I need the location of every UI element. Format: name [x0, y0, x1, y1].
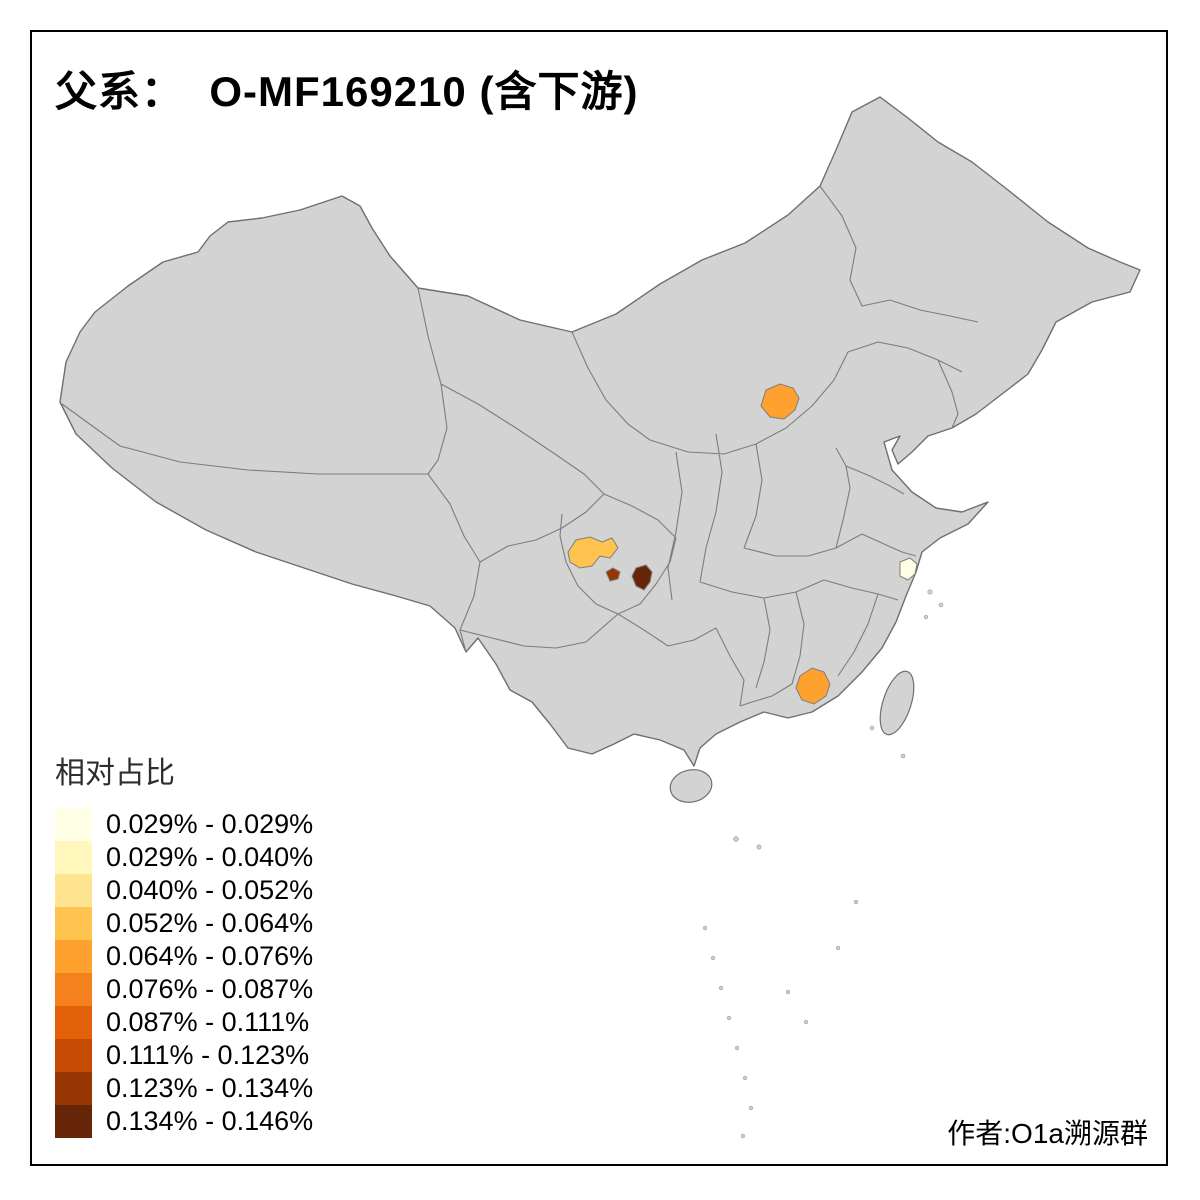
legend-label: 0.040% - 0.052%: [106, 875, 314, 905]
legend-swatch: [55, 907, 92, 940]
legend-item: 0.029% - 0.040%: [55, 841, 313, 874]
legend-swatch: [55, 808, 92, 841]
highlight-region-east-coast: [899, 557, 918, 581]
legend-label: 0.076% - 0.087%: [106, 974, 314, 1004]
legend-label: 0.134% - 0.146%: [106, 1106, 314, 1136]
highlight-region-sichuan-west: [567, 536, 619, 569]
hainan-island: [669, 769, 713, 803]
legend-item: 0.087% - 0.111%: [55, 1006, 313, 1039]
legend-item: 0.040% - 0.052%: [55, 874, 313, 907]
legend-label: 0.029% - 0.029%: [106, 809, 314, 839]
legend-swatch: [55, 874, 92, 907]
legend: 相对占比 0.029% - 0.029% 0.029% - 0.040% 0.0…: [55, 748, 313, 1138]
legend-item: 0.076% - 0.087%: [55, 973, 313, 1006]
legend-swatch: [55, 973, 92, 1006]
legend-swatch: [55, 841, 92, 874]
highlight-region-sichuan-dark2: [631, 564, 653, 591]
legend-swatch: [55, 940, 92, 973]
legend-swatch: [55, 1006, 92, 1039]
highlight-regions: [567, 383, 918, 705]
legend-label: 0.111% - 0.123%: [106, 1040, 310, 1070]
legend-swatch: [55, 1072, 92, 1105]
legend-label: 0.123% - 0.134%: [106, 1073, 314, 1103]
highlight-region-south: [795, 667, 831, 705]
legend-swatch: [55, 1105, 92, 1138]
mainland-outline: [59, 96, 1141, 767]
legend-swatch: [55, 1039, 92, 1072]
legend-label: 0.029% - 0.040%: [106, 842, 314, 872]
legend-item: 0.134% - 0.146%: [55, 1105, 313, 1138]
legend-label: 0.087% - 0.111%: [106, 1007, 310, 1037]
province-borders: [61, 185, 979, 707]
legend-label: 0.052% - 0.064%: [106, 908, 314, 938]
page-title: 父系： O-MF169210 (含下游): [55, 68, 639, 115]
legend-item: 0.052% - 0.064%: [55, 907, 313, 940]
taiwan-island: [879, 670, 915, 736]
legend-item: 0.123% - 0.134%: [55, 1072, 313, 1105]
author-credit: 作者:O1a溯源群: [947, 1118, 1148, 1149]
sea-islands: [702, 589, 944, 1139]
highlight-region-sichuan-dark1: [605, 567, 621, 582]
legend-label: 0.064% - 0.076%: [106, 941, 314, 971]
legend-item: 0.111% - 0.123%: [55, 1039, 313, 1072]
highlight-region-north: [760, 383, 800, 420]
legend-item: 0.064% - 0.076%: [55, 940, 313, 973]
legend-item: 0.029% - 0.029%: [55, 808, 313, 841]
legend-title: 相对占比: [55, 757, 175, 790]
